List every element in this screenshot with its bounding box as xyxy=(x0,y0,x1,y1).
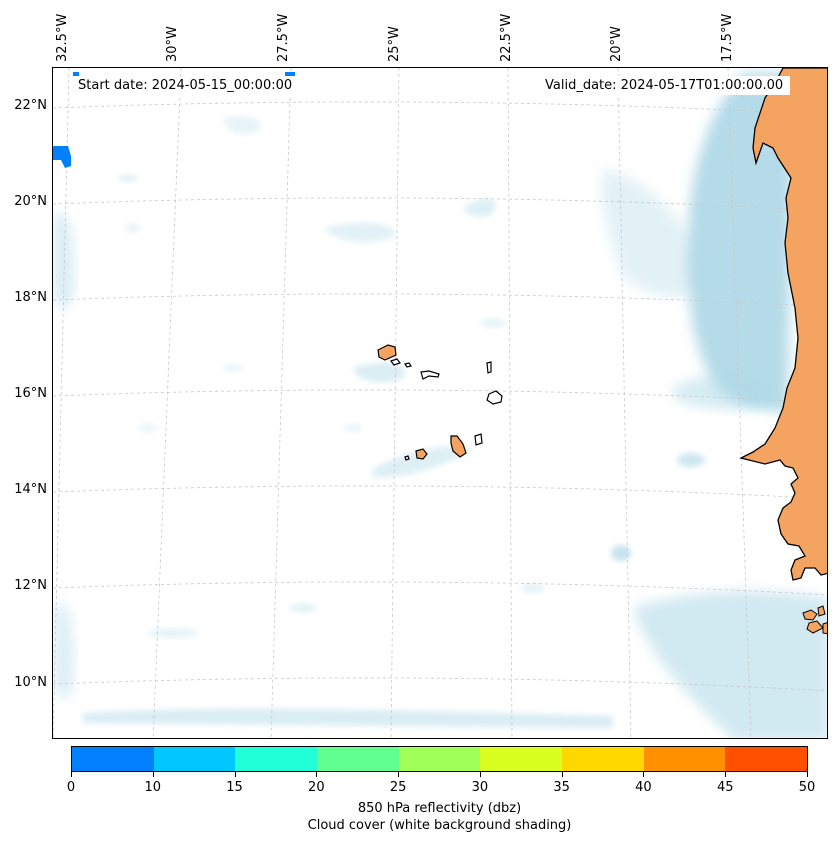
longitude-label: 17.5°W xyxy=(720,13,735,62)
colorbar-segment xyxy=(725,747,808,771)
meridian xyxy=(390,68,400,738)
reflectivity-colorbar xyxy=(71,746,808,772)
island-sao-vicente xyxy=(390,358,401,366)
parallel xyxy=(53,677,827,692)
cloud-cover-shading xyxy=(53,73,827,738)
parallel xyxy=(53,197,827,212)
latitude-label: 16°N xyxy=(14,386,47,401)
colorbar-tick xyxy=(398,772,400,777)
longitude-label: 30°W xyxy=(165,26,180,62)
meridian xyxy=(53,68,70,738)
reflectivity-patch xyxy=(53,146,71,168)
colorbar-tick xyxy=(152,772,154,777)
parallel xyxy=(53,293,827,308)
colorbar-segment xyxy=(398,747,481,771)
parallel xyxy=(53,101,827,116)
colorbar-tick-label: 45 xyxy=(716,780,734,795)
island-sal xyxy=(486,361,492,374)
parallel xyxy=(53,581,827,596)
reflectivity-patch xyxy=(73,72,79,76)
colorbar-tick-label: 10 xyxy=(144,780,162,795)
colorbar-tick xyxy=(807,772,808,777)
colorbar-tick xyxy=(234,772,236,777)
longitude-label: 27.5°W xyxy=(276,13,291,62)
colorbar-sublabel: Cloud cover (white background shading) xyxy=(307,818,572,833)
colorbar-segment xyxy=(153,747,236,771)
colorbar-tick xyxy=(316,772,318,777)
colorbar-tick xyxy=(643,772,645,777)
bijagos-islands xyxy=(802,605,827,635)
graticule xyxy=(53,68,827,738)
meridian xyxy=(270,68,292,738)
colorbar-tick xyxy=(479,772,481,777)
reflectivity-patch xyxy=(285,72,295,76)
colorbar-segment xyxy=(72,747,154,771)
colorbar-tick xyxy=(71,772,72,777)
colorbar-label: 850 hPa reflectivity (dbz) xyxy=(357,801,522,816)
colorbar-segment xyxy=(480,747,563,771)
colorbar-tick-label: 30 xyxy=(471,780,489,795)
longitude-label: 22.5°W xyxy=(499,13,514,62)
meridian xyxy=(727,68,752,738)
latitude-label: 20°N xyxy=(14,194,47,209)
island-santa-luzia xyxy=(404,362,412,368)
parallel xyxy=(53,389,827,404)
colorbar-tick-label: 35 xyxy=(553,780,570,795)
meridian xyxy=(152,68,182,738)
island-santiago xyxy=(450,435,467,458)
island-fogo xyxy=(415,448,428,460)
island-boa-vista xyxy=(486,390,503,405)
island-sao-nicolau xyxy=(420,370,440,380)
colorbar-tick-label: 0 xyxy=(66,780,76,795)
colorbar-tick xyxy=(725,772,727,777)
latitude-label: 22°N xyxy=(14,98,47,113)
latitude-label: 18°N xyxy=(14,290,47,305)
colorbar-segment xyxy=(235,747,318,771)
colorbar-tick-label: 50 xyxy=(798,780,816,795)
colorbar-segment xyxy=(643,747,726,771)
colorbar-tick-label: 15 xyxy=(226,780,243,795)
island-santo-antao xyxy=(377,344,397,361)
island-maio xyxy=(474,433,483,446)
colorbar-segment xyxy=(317,747,399,771)
island-brava xyxy=(404,455,410,461)
map-canvas xyxy=(53,68,827,738)
valid-date-label: Valid_date: 2024-05-17T01:00:00.00 xyxy=(538,76,791,95)
colorbar-tick-label: 20 xyxy=(308,780,325,795)
latitude-label: 14°N xyxy=(14,482,47,497)
longitude-label: 25°W xyxy=(387,26,402,62)
longitude-label: 20°W xyxy=(609,26,624,62)
latitude-label: 12°N xyxy=(14,578,47,593)
meridian xyxy=(507,68,513,738)
start-date-label: Start date: 2024-05-15_00:00:00 xyxy=(71,76,300,95)
colorbar-tick-label: 25 xyxy=(389,780,407,795)
africa-land xyxy=(739,68,827,581)
colorbar-segment xyxy=(562,747,644,771)
map-panel xyxy=(52,67,828,739)
colorbar-tick-label: 40 xyxy=(635,780,652,795)
parallel xyxy=(53,485,827,500)
longitude-label: 32.5°W xyxy=(55,13,70,62)
cape-verde-islands xyxy=(377,344,503,461)
meridian xyxy=(617,68,632,738)
latitude-label: 10°N xyxy=(14,675,47,690)
colorbar-tick xyxy=(561,772,563,777)
